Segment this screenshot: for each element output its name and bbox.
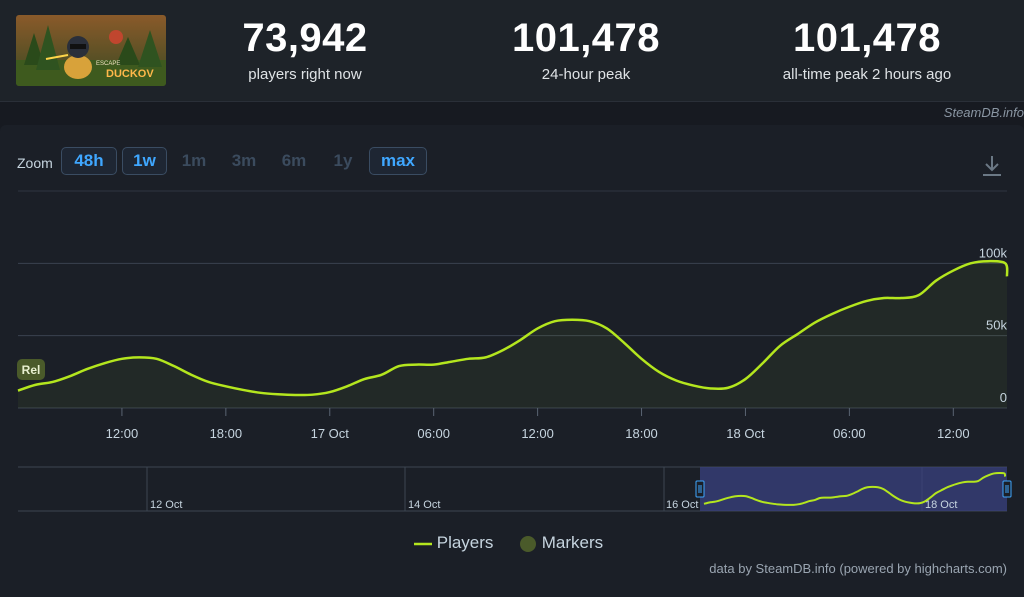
legend-markers[interactable]: Markers bbox=[519, 533, 603, 553]
y-tick-label: 0 bbox=[1000, 390, 1007, 405]
player-count-chart[interactable]: 12:00 18:00 17 Oct 06:00 12:00 18:00 18 Oct 06:… bbox=[0, 0, 1024, 530]
zoom-48h-button[interactable]: 48h bbox=[61, 147, 117, 175]
legend-players-label: Players bbox=[436, 533, 494, 552]
navigator-label-12oct: 12 Oct bbox=[150, 499, 182, 511]
zoom-label: Zoom bbox=[17, 155, 53, 171]
navigator-selection[interactable] bbox=[700, 467, 1007, 511]
zoom-3m-button[interactable]: 3m bbox=[231, 151, 257, 170]
x-tick-label: 12:00 bbox=[106, 426, 139, 441]
peak-24h-label: 24-hour peak bbox=[541, 66, 631, 83]
navigator-line bbox=[703, 471, 1007, 506]
stat-alltime-peak: 101,478 all-time peak 2 hours ago bbox=[760, 16, 974, 84]
navigator-handle-left[interactable] bbox=[695, 480, 705, 498]
game-thumbnail[interactable]: ESCAPE DUCKOV bbox=[16, 15, 166, 86]
legend-players[interactable]: Players bbox=[414, 533, 493, 553]
y-tick-label: 50k bbox=[986, 318, 1007, 333]
x-tick-label: 06:00 bbox=[417, 426, 450, 441]
x-tick-label: 12:00 bbox=[937, 426, 970, 441]
rel-marker-label: Rel bbox=[22, 363, 41, 377]
navigator[interactable]: 12 Oct 14 Oct 16 Oct 18 Oct bbox=[18, 466, 1012, 512]
stats-bar: ESCAPE DUCKOV 73,942 players right now 1… bbox=[0, 0, 1024, 102]
x-tick-label: 18:00 bbox=[210, 426, 243, 441]
legend-markers-label: Markers bbox=[541, 533, 604, 552]
rel-marker-bg bbox=[17, 359, 45, 380]
x-tick-label: 12:00 bbox=[521, 426, 554, 441]
x-tick-label: 06:00 bbox=[833, 426, 866, 441]
navigator-handle-right[interactable] bbox=[1002, 480, 1012, 498]
y-tick-label: 100k bbox=[979, 245, 1008, 260]
chart-legend: Players Markers bbox=[0, 533, 1024, 555]
game-logo-top: ESCAPE bbox=[96, 61, 120, 67]
game-logo-bottom: DUCKOV bbox=[106, 68, 154, 80]
rel-marker[interactable]: Rel bbox=[17, 359, 45, 380]
players-area bbox=[18, 261, 1008, 408]
zoom-6m-button[interactable]: 6m bbox=[281, 151, 307, 170]
game-art-image: ESCAPE DUCKOV bbox=[16, 15, 166, 86]
x-tick-label: 17 Oct bbox=[311, 426, 350, 441]
current-players-label: players right now bbox=[248, 66, 362, 83]
legend-marker-icon bbox=[520, 535, 536, 552]
navigator-label-14oct: 14 Oct bbox=[408, 499, 440, 511]
zoom-1y-button[interactable]: 1y bbox=[333, 151, 353, 170]
stat-24h-peak: 101,478 24-hour peak bbox=[486, 16, 686, 84]
navigator-label-18oct: 18 Oct bbox=[925, 499, 957, 511]
legend-line-icon bbox=[414, 542, 432, 545]
alltime-peak-value: 101,478 bbox=[792, 16, 942, 60]
chart-panel bbox=[0, 125, 1024, 597]
zoom-1w-button[interactable]: 1w bbox=[122, 147, 167, 175]
stat-current-players: 73,942 players right now bbox=[205, 16, 405, 84]
highcharts-credit[interactable]: data by SteamDB.info (powered by highcha… bbox=[709, 561, 1007, 576]
zoom-max-button[interactable]: max bbox=[369, 147, 427, 175]
navigator-label-16oct: 16 Oct bbox=[666, 499, 698, 511]
x-tick-label: 18 Oct bbox=[726, 426, 765, 441]
players-line bbox=[17, 259, 1009, 397]
download-icon[interactable] bbox=[981, 154, 1003, 178]
current-players-value: 73,942 bbox=[242, 16, 368, 60]
alltime-peak-label: all-time peak 2 hours ago bbox=[782, 66, 952, 83]
peak-24h-value: 101,478 bbox=[511, 16, 661, 60]
steamdb-credit-top[interactable]: SteamDB.info bbox=[943, 105, 1024, 120]
zoom-1m-button[interactable]: 1m bbox=[181, 151, 207, 170]
x-tick-label: 18:00 bbox=[625, 426, 658, 441]
